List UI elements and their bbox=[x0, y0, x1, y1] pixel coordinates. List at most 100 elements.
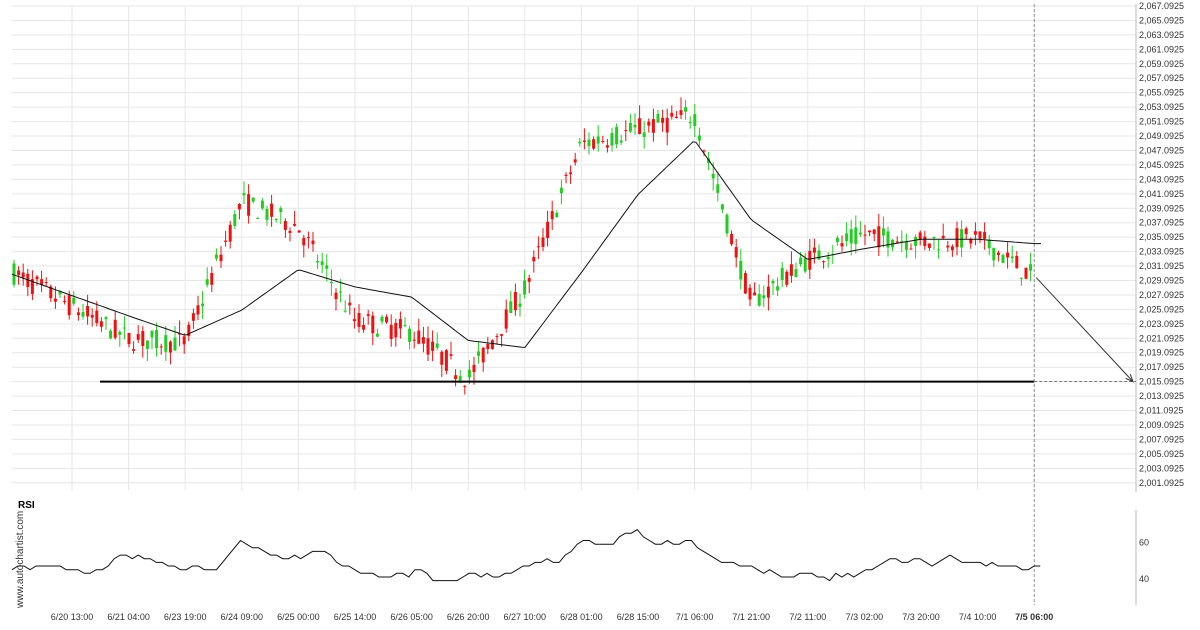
candle-body bbox=[371, 315, 375, 334]
candle-body bbox=[785, 271, 789, 285]
candle-body bbox=[546, 221, 550, 238]
candle-body bbox=[697, 135, 701, 141]
projection-arrowhead bbox=[1125, 373, 1134, 383]
candle-body bbox=[256, 217, 260, 219]
candle-body bbox=[780, 267, 784, 280]
candle-body bbox=[992, 247, 996, 261]
price-tick-label: 2,021.0925 bbox=[1139, 333, 1184, 343]
candle-body bbox=[504, 309, 508, 329]
candle-body bbox=[339, 291, 343, 293]
candle-body bbox=[730, 233, 734, 245]
candle-body bbox=[463, 386, 467, 388]
candle-body bbox=[960, 229, 964, 248]
candle-body bbox=[564, 174, 568, 176]
price-tick-label: 2,003.0925 bbox=[1139, 463, 1184, 473]
candle-body bbox=[610, 133, 614, 146]
time-tick-label: 7/5 06:00 bbox=[1015, 612, 1053, 622]
candle-body bbox=[656, 113, 660, 123]
candle-body bbox=[76, 312, 80, 316]
candle-body bbox=[132, 349, 136, 351]
candle-body bbox=[334, 292, 338, 300]
price-tick-label: 2,041.0925 bbox=[1139, 189, 1184, 199]
candle-body bbox=[168, 341, 172, 353]
candle-body bbox=[12, 263, 16, 285]
candle-body bbox=[219, 254, 223, 262]
watermark: www.autochartist.com bbox=[15, 511, 26, 609]
candle-body bbox=[927, 243, 931, 248]
moving-average-line bbox=[11, 141, 1041, 348]
candle-body bbox=[210, 273, 214, 285]
candle-body bbox=[343, 310, 347, 312]
candle-body bbox=[35, 276, 39, 280]
price-tick-label: 2,033.0925 bbox=[1139, 247, 1184, 257]
candle-body bbox=[495, 336, 499, 338]
candle-body bbox=[720, 204, 724, 210]
candle-body bbox=[776, 286, 780, 291]
candle-body bbox=[918, 232, 922, 240]
candle-body bbox=[297, 230, 301, 233]
candle-body bbox=[895, 241, 899, 243]
candle-body bbox=[44, 282, 48, 284]
candle-body bbox=[973, 231, 977, 235]
candle-body bbox=[145, 340, 149, 349]
candle-body bbox=[509, 301, 513, 313]
candle-body bbox=[582, 140, 586, 142]
candle-body bbox=[748, 287, 752, 300]
candle-body bbox=[63, 300, 67, 303]
candle-body bbox=[849, 229, 853, 244]
candle-body bbox=[481, 347, 485, 363]
time-tick-label: 6/26 20:00 bbox=[447, 612, 490, 622]
candle-body bbox=[601, 141, 605, 143]
candle-body bbox=[693, 114, 697, 127]
price-tick-label: 2,055.0925 bbox=[1139, 88, 1184, 98]
time-tick-label: 6/25 00:00 bbox=[277, 612, 320, 622]
price-tick-label: 2,037.0925 bbox=[1139, 218, 1184, 228]
candle-body bbox=[826, 256, 830, 260]
candle-body bbox=[969, 239, 973, 244]
candle-body bbox=[578, 141, 582, 144]
candle-body bbox=[49, 286, 53, 299]
candle-body bbox=[357, 313, 361, 327]
candle-body bbox=[955, 228, 959, 248]
time-tick-label: 6/26 05:00 bbox=[390, 612, 433, 622]
candle-body bbox=[1006, 252, 1010, 258]
candle-body bbox=[164, 335, 168, 352]
price-tick-label: 2,045.0925 bbox=[1139, 160, 1184, 170]
candle-body bbox=[72, 297, 76, 304]
candle-body bbox=[30, 279, 34, 295]
candle-body bbox=[214, 254, 218, 259]
price-tick-label: 2,063.0925 bbox=[1139, 30, 1184, 40]
price-axis: 2,001.0925 2,003.0925 2,005.0925 2,007.0925… bbox=[1139, 1, 1184, 488]
candle-body bbox=[812, 247, 816, 253]
candle-body bbox=[914, 236, 918, 246]
candle-body bbox=[40, 279, 44, 285]
price-tick-label: 2,043.0925 bbox=[1139, 174, 1184, 184]
price-tick-label: 2,015.0925 bbox=[1139, 377, 1184, 387]
price-tick-label: 2,049.0925 bbox=[1139, 131, 1184, 141]
time-tick-label: 6/25 14:00 bbox=[334, 612, 377, 622]
price-tick-label: 2,013.0925 bbox=[1139, 391, 1184, 401]
candle-body bbox=[661, 117, 665, 123]
candle-body bbox=[1029, 264, 1033, 271]
candle-body bbox=[978, 231, 982, 239]
candle-body bbox=[739, 260, 743, 280]
candle-body bbox=[109, 330, 113, 339]
candle-body bbox=[431, 341, 435, 351]
candle-body bbox=[283, 220, 287, 230]
candle-body bbox=[311, 240, 315, 245]
candle-body bbox=[306, 237, 310, 239]
candle-body bbox=[247, 194, 251, 216]
candle-body bbox=[794, 269, 798, 278]
candle-body bbox=[394, 322, 398, 338]
candle-body bbox=[155, 329, 159, 348]
candle-body bbox=[95, 310, 99, 324]
candle-body bbox=[385, 316, 389, 323]
price-tick-label: 2,001.0925 bbox=[1139, 478, 1184, 488]
rsi-tick-label: 40 bbox=[1139, 574, 1149, 584]
price-tick-label: 2,025.0925 bbox=[1139, 304, 1184, 314]
candle-body bbox=[550, 211, 554, 220]
candle-body bbox=[408, 328, 412, 342]
candle-body bbox=[122, 327, 126, 329]
candle-body bbox=[840, 243, 844, 247]
candle-body bbox=[205, 279, 209, 285]
